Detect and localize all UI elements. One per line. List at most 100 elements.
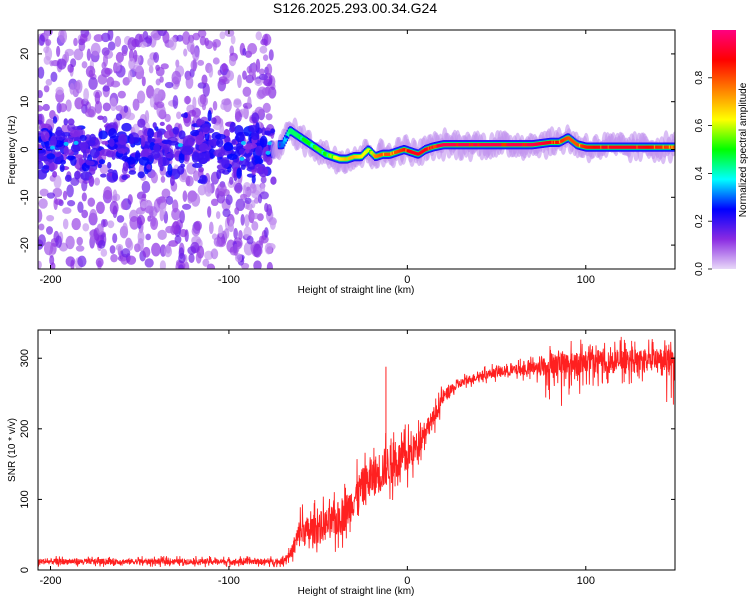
noise-blob [232,243,239,256]
noise-blob [145,233,151,241]
noise-blob [242,70,247,80]
noise-blob [251,61,257,76]
bright-blob [73,140,79,145]
noise-blob [107,41,116,51]
noise-blob [132,123,140,134]
noise-blob [153,52,160,63]
noise-blob [96,223,104,236]
signal-mark [284,137,287,141]
noise-blob [247,43,258,55]
noise-blob [38,34,45,46]
noise-blob [172,221,180,235]
band-blob [137,171,145,179]
noise-blob [44,30,50,40]
noise-blob [264,242,273,255]
noise-blob [115,243,124,252]
band-blob [79,134,87,142]
noise-blob [64,48,75,57]
band-blob [97,115,104,121]
band-blob [264,130,272,136]
band-blob [72,126,82,131]
noise-blob [38,90,43,99]
noise-blob [208,264,214,269]
noise-blob [120,200,128,210]
noise-blob [141,76,146,87]
noise-blob [113,63,121,72]
y-tick-label: 0 [19,146,31,152]
band-blob [63,118,69,126]
noise-blob [110,253,118,263]
band-blob [198,131,204,142]
snr-x-axis-label: Height of straight line (km) [298,586,415,597]
noise-blob [122,222,128,237]
bright-blob [240,140,246,145]
band-blob [89,147,100,159]
noise-blob [101,61,107,69]
noise-blob [212,57,220,65]
band-blob [42,164,50,170]
noise-blob [258,73,268,81]
bright-blob [239,156,245,161]
noise-blob [192,170,200,182]
y-tick-label: 10 [19,96,31,108]
noise-blob [88,77,98,90]
bright-blob [63,141,69,146]
band-blob [180,113,187,118]
noise-blob [245,202,253,211]
noise-blob [157,229,167,240]
band-blob [178,153,185,164]
band-blob [207,109,212,122]
noise-blob [95,201,105,215]
band-blob [255,145,263,156]
noise-blob [160,175,166,183]
noise-blob [73,48,84,61]
noise-blob [151,242,161,257]
noise-blob [150,171,158,184]
noise-blob [249,183,257,194]
band-blob [198,166,204,173]
band-blob [172,126,180,135]
noise-blob [161,188,171,199]
band-blob [107,161,112,169]
noise-blob [266,63,273,76]
noise-blob [208,65,214,78]
colorbar-tick-label: 0.4 [694,166,705,180]
noise-blob [212,100,218,111]
noise-blob [210,248,219,260]
noise-blob [213,123,222,131]
band-blob [117,148,127,154]
band-blob [66,155,76,160]
noise-blob [218,224,224,238]
band-blob [64,174,72,182]
noise-blob [171,70,182,85]
y-tick-label: 200 [19,420,31,438]
noise-blob [66,200,76,207]
band-blob [182,145,194,152]
noise-blob [141,180,151,194]
noise-blob [222,208,231,218]
noise-blob [148,65,154,74]
noise-blob [186,40,195,53]
band-blob [140,135,146,147]
noise-blob [216,183,227,196]
band-blob [85,148,91,154]
noise-blob [89,208,98,223]
noise-blob [244,197,252,204]
noise-blob [240,193,248,200]
noise-blob [43,46,49,54]
snr-frame [37,329,676,571]
noise-blob [225,194,233,206]
noise-blob [73,37,78,47]
noise-blob [53,175,62,189]
noise-blob [253,260,262,269]
noise-blob [38,208,43,223]
band-blob [78,157,84,166]
noise-blob [38,234,46,247]
noise-blob [45,38,52,46]
noise-blob [168,240,179,247]
noise-blob [223,228,230,239]
noise-blob [38,260,42,269]
noise-blob [83,88,90,102]
noise-blob [140,200,148,209]
y-tick-label: 0 [19,567,31,573]
